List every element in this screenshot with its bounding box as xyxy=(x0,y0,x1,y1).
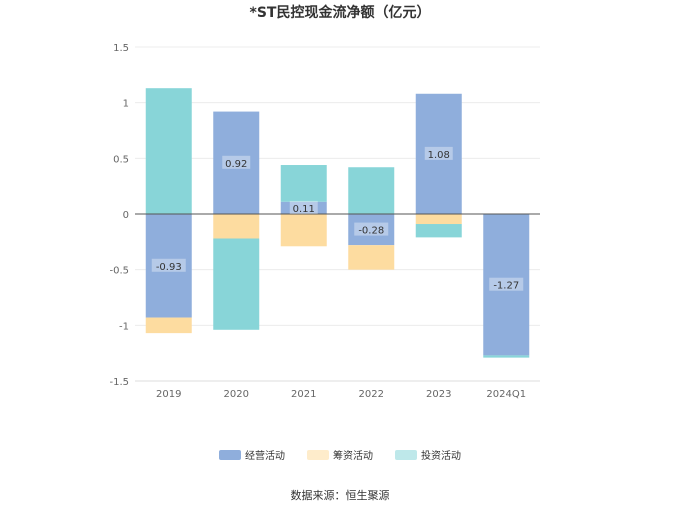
bar-2021-2 xyxy=(280,165,327,202)
bar-2024Q1-0 xyxy=(483,214,530,356)
x-tick-label: 2023 xyxy=(426,389,451,400)
bar-2022-2 xyxy=(348,167,395,214)
bar-2023-0 xyxy=(415,93,462,214)
data-label-bg xyxy=(222,155,251,169)
bar-2019-2 xyxy=(145,88,192,214)
legend: 经营活动 筹资活动 投资活动 xyxy=(0,447,680,462)
data-label-bg xyxy=(151,258,186,272)
x-tick-label: 2024Q1 xyxy=(486,389,526,400)
y-tick-label: 1 xyxy=(123,99,129,110)
bar-2024Q1-2 xyxy=(483,355,530,358)
data-label: -0.28 xyxy=(358,226,384,237)
x-tick-label: 2022 xyxy=(359,389,384,400)
legend-swatch xyxy=(395,449,417,460)
data-label-bg xyxy=(354,222,389,236)
source-note: 数据来源：恒生聚源 xyxy=(290,489,390,502)
data-label: 0.92 xyxy=(225,159,247,170)
x-axis: 2019 2020 2021 2022 2023 2024Q1 xyxy=(135,380,540,400)
grid-lines xyxy=(135,46,540,382)
data-label-bg xyxy=(424,146,453,160)
legend-label: 经营活动 xyxy=(245,451,285,462)
data-label-bg xyxy=(489,277,524,291)
data-label-bg xyxy=(289,200,318,214)
legend-item[interactable]: 筹资活动 xyxy=(307,447,373,462)
bar-2019-0 xyxy=(145,214,192,318)
bar-2022-0 xyxy=(348,214,395,246)
bar-2020-2 xyxy=(213,238,260,330)
bars xyxy=(145,88,530,358)
legend-label: 投资活动 xyxy=(421,451,461,462)
y-tick-label: -0.5 xyxy=(109,266,129,277)
bar-2023-2 xyxy=(415,224,462,238)
bar-2023-1 xyxy=(415,214,462,225)
bar-2020-0 xyxy=(213,111,260,214)
data-labels: -0.93 0.92 0.11 -0.28 1.08 -1.27 xyxy=(151,146,524,292)
data-label: -1.27 xyxy=(493,281,519,292)
y-tick-label: -1.5 xyxy=(109,377,129,388)
bar-2020-1 xyxy=(213,214,260,239)
y-tick-label: -1 xyxy=(119,321,129,332)
bar-2019-1 xyxy=(145,317,192,334)
y-tick-label: 1.5 xyxy=(113,43,129,54)
data-label: 0.11 xyxy=(293,204,315,215)
data-label: -0.93 xyxy=(156,262,182,273)
y-tick-label: 0 xyxy=(123,210,129,221)
chart-title: *ST民控现金流净额（亿元） xyxy=(249,5,431,21)
y-axis: 1.5 1 0.5 0 -0.5 -1 -1.5 xyxy=(109,43,129,388)
legend-swatch xyxy=(307,449,329,460)
x-tick-label: 2020 xyxy=(224,389,249,400)
bar-2022-1 xyxy=(348,245,395,270)
legend-label: 筹资活动 xyxy=(333,451,373,462)
legend-swatch xyxy=(219,449,241,460)
x-tick-label: 2021 xyxy=(291,389,316,400)
legend-item[interactable]: 投资活动 xyxy=(395,447,461,462)
data-label: 1.08 xyxy=(428,150,450,161)
bar-2021-1 xyxy=(280,214,327,247)
bar-2021-0 xyxy=(280,201,327,214)
x-tick-label: 2019 xyxy=(156,389,181,400)
legend-item[interactable]: 经营活动 xyxy=(219,447,285,462)
y-tick-label: 0.5 xyxy=(113,154,129,165)
